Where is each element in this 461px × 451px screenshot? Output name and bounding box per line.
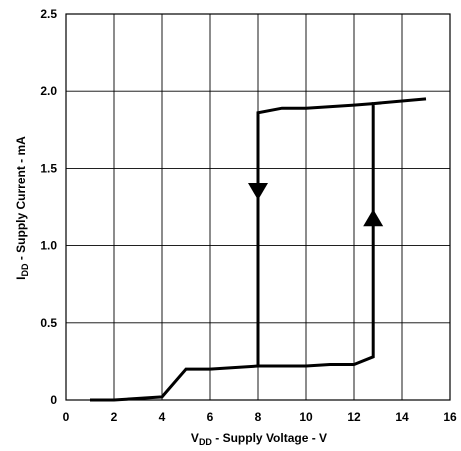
x-tick-label: 16	[443, 410, 457, 424]
y-tick-label: 0.5	[40, 316, 57, 330]
y-tick-labels: 0 0.5 1.0 1.5 2.0 2.5	[40, 7, 57, 407]
y-tick-label: 2.0	[40, 84, 57, 98]
series-group	[90, 97, 427, 402]
x-tick-label: 8	[255, 410, 262, 424]
y-axis-label: IDD - Supply Current - mA	[14, 136, 30, 280]
x-axis-label-main: V	[191, 431, 199, 445]
y-axis-label-rest: - Supply Current - mA	[14, 136, 28, 264]
plot-frame	[65, 13, 451, 401]
series-line-2	[256, 102, 374, 366]
arrow-group	[248, 183, 384, 227]
x-axis-label: VDD - Supply Voltage - V	[191, 431, 327, 447]
y-axis-label-sub: DD	[20, 263, 30, 276]
y-axis-label-main: I	[14, 277, 28, 280]
arrow-up	[363, 209, 384, 227]
x-axis-label-rest: - Supply Voltage - V	[212, 431, 327, 445]
x-tick-label: 10	[299, 410, 313, 424]
x-tick-label: 4	[159, 410, 166, 424]
y-tick-label: 2.5	[40, 7, 57, 21]
x-tick-label: 6	[207, 410, 214, 424]
x-axis-label-sub: DD	[199, 437, 212, 447]
series-line-1	[90, 97, 427, 402]
x-tick-labels: 0 2 4 6 8 10 12 14 16	[63, 410, 457, 424]
x-tick-label: 12	[347, 410, 361, 424]
x-tick-label: 2	[111, 410, 118, 424]
x-tick-label: 14	[395, 410, 409, 424]
x-tick-label: 0	[63, 410, 70, 424]
arrow-down	[248, 183, 268, 201]
y-tick-label: 0	[50, 393, 57, 407]
y-tick-label: 1.5	[40, 161, 57, 175]
y-tick-label: 1.0	[40, 239, 57, 253]
